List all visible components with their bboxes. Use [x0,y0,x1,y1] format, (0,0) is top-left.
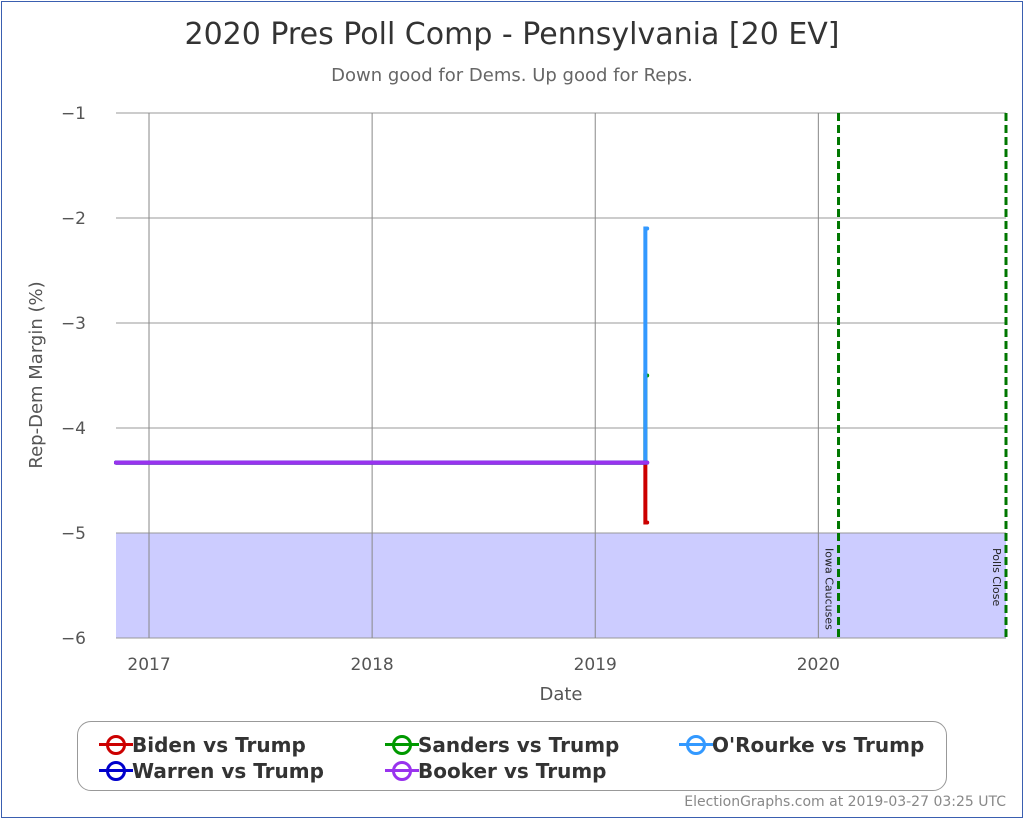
legend: Biden vs Trump Sanders vs Trump O'Rourke… [77,721,947,791]
legend-label: Warren vs Trump [132,759,324,783]
event-label: Iowa Caucuses [823,548,836,630]
legend-item[interactable]: Booker vs Trump [385,759,607,783]
chart-title: 2020 Pres Poll Comp - Pennsylvania [20 E… [184,17,839,52]
legend-marker-icon [99,735,133,755]
legend-item[interactable]: Biden vs Trump [99,733,306,757]
legend-label: Booker vs Trump [418,759,607,783]
x-tick-label: 2019 [574,655,617,675]
x-tick-label: 2017 [127,655,170,675]
legend-item[interactable]: Warren vs Trump [99,759,324,783]
legend-label: Sanders vs Trump [418,733,620,757]
y-axis-label: Rep-Dem Margin (%) [26,281,47,468]
y-tick-label: −6 [61,629,86,649]
y-tick-label: −4 [61,419,86,439]
chart-subtitle: Down good for Dems. Up good for Reps. [331,65,693,86]
shaded-region [116,533,1006,638]
y-tick-label: −5 [61,524,86,544]
x-tick-label: 2018 [350,655,393,675]
legend-marker-icon [99,761,133,781]
legend-label: Biden vs Trump [132,733,306,757]
legend-marker-icon [385,735,419,755]
x-axis-label: Date [539,684,582,705]
y-tick-label: −3 [61,314,86,334]
legend-label: O'Rourke vs Trump [712,733,925,757]
event-label: Polls Close [990,548,1003,607]
legend-marker-icon [385,761,419,781]
legend-item[interactable]: Sanders vs Trump [385,733,620,757]
x-tick-label: 2020 [797,655,840,675]
y-tick-label: −1 [61,104,86,124]
legend-marker-icon [679,735,713,755]
y-tick-label: −2 [61,209,86,229]
series-line-sanders-vs-trump [114,373,650,465]
series-line-biden-vs-trump [114,460,650,525]
footer-credit: ElectionGraphs.com at 2019-03-27 03:25 U… [684,794,1006,810]
legend-item[interactable]: O'Rourke vs Trump [679,733,925,757]
